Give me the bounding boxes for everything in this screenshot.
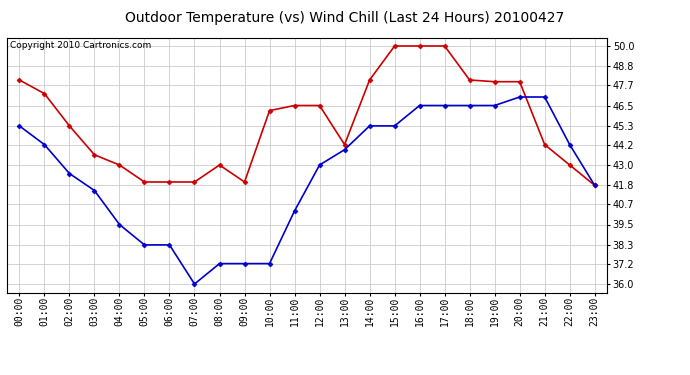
Text: Copyright 2010 Cartronics.com: Copyright 2010 Cartronics.com [10, 41, 151, 50]
Text: Outdoor Temperature (vs) Wind Chill (Last 24 Hours) 20100427: Outdoor Temperature (vs) Wind Chill (Las… [126, 11, 564, 25]
